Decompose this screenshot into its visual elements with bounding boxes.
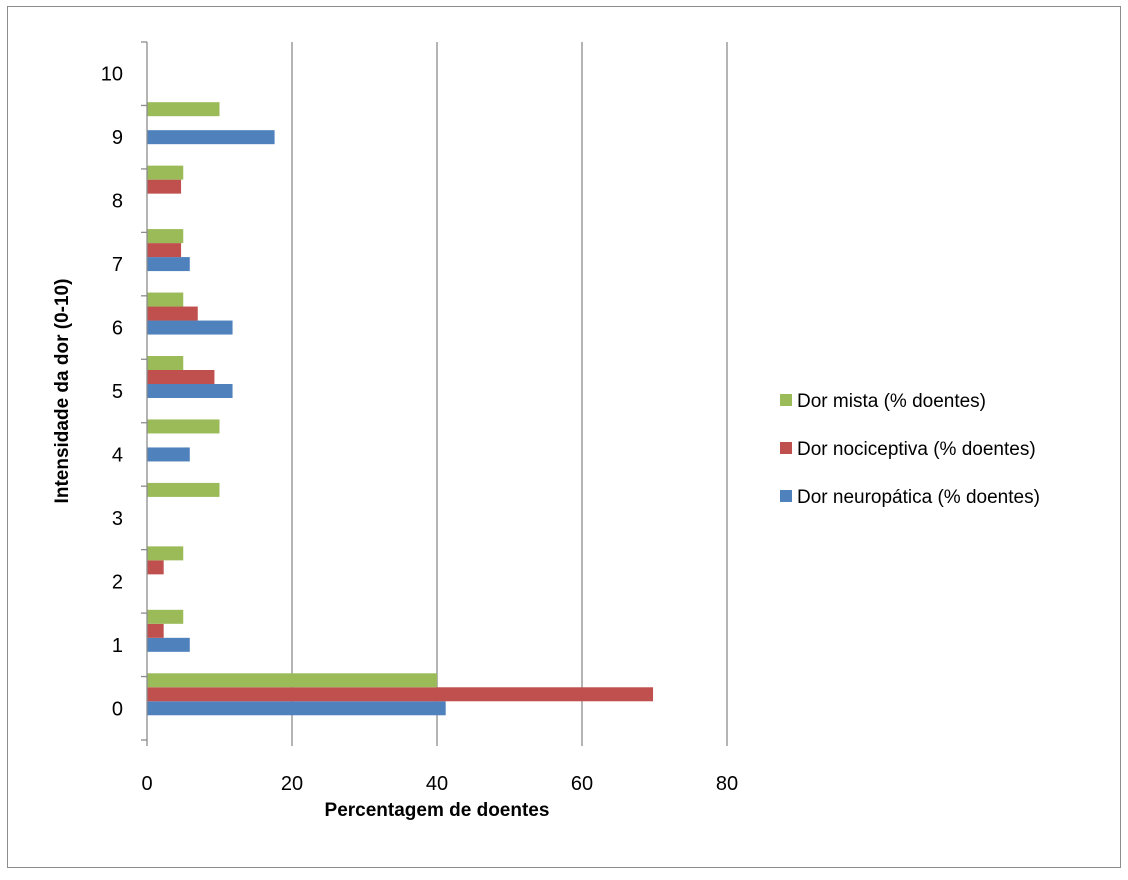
bar-Dor mista (% doentes) — [147, 356, 184, 370]
bar-Dor nociceptiva (% doentes) — [147, 306, 198, 321]
legend-swatch — [780, 442, 792, 454]
bar-Dor mista (% doentes) — [147, 292, 184, 307]
bar-Dor mista (% doentes) — [147, 102, 220, 117]
legend-swatch — [780, 394, 792, 406]
bar-Dor neuropática (% doentes) — [147, 447, 190, 462]
y-tick-label: 6 — [112, 318, 123, 340]
bar-Dor nociceptiva (% doentes) — [147, 560, 164, 575]
x-tick-label: 20 — [281, 773, 303, 795]
chart-border — [7, 6, 1121, 868]
bar-Dor neuropática (% doentes) — [147, 701, 446, 716]
x-tick-label: 40 — [426, 773, 448, 795]
legend: Dor mista (% doentes) Dor nociceptiva (% … — [780, 391, 1040, 508]
bar-Dor neuropática (% doentes) — [147, 130, 275, 145]
bar-Dor neuropática (% doentes) — [147, 257, 190, 272]
legend-label: Dor mista (% doentes) — [797, 391, 986, 412]
bar-Dor mista (% doentes) — [147, 419, 220, 434]
y-axis-title: Intensidade da dor (0-10) — [52, 279, 73, 504]
legend-label: Dor neuropática (% doentes) — [797, 487, 1040, 508]
bar-Dor mista (% doentes) — [147, 609, 184, 624]
y-tick-label: 10 — [101, 64, 123, 86]
x-axis-title: Percentagem de doentes — [325, 800, 550, 821]
bar-Dor mista (% doentes) — [147, 229, 184, 244]
y-tick-label: 7 — [112, 254, 123, 276]
y-tick-label: 0 — [112, 698, 123, 720]
bar-Dor neuropática (% doentes) — [147, 320, 233, 335]
x-tick-label: 60 — [571, 773, 593, 795]
bar-Dor nociceptiva (% doentes) — [147, 687, 654, 702]
bar-Dor mista (% doentes) — [147, 673, 437, 688]
bar-Dor neuropática (% doentes) — [147, 637, 190, 652]
bars — [147, 102, 654, 716]
gridlines — [291, 42, 728, 740]
y-tick-label: 2 — [112, 571, 123, 593]
y-tick-label: 3 — [112, 508, 123, 530]
x-tick-label: 0 — [141, 773, 152, 795]
y-tick-label: 9 — [112, 127, 123, 149]
bar-Dor neuropática (% doentes) — [147, 384, 233, 398]
x-tick-label: 80 — [716, 773, 738, 795]
axes — [141, 41, 728, 746]
y-tick-label: 4 — [112, 444, 123, 466]
y-tick-label: 1 — [112, 635, 123, 657]
tick-labels: 0 20 40 60 80 0 1 2 3 4 5 6 7 8 9 10 — [101, 64, 738, 795]
bar-Dor nociceptiva (% doentes) — [147, 243, 182, 258]
bar-Dor nociceptiva (% doentes) — [147, 623, 164, 638]
legend-label: Dor nociceptiva (% doentes) — [797, 439, 1036, 460]
bar-Dor mista (% doentes) — [147, 546, 184, 561]
bar-Dor nociceptiva (% doentes) — [147, 179, 182, 194]
bar-Dor mista (% doentes) — [147, 482, 220, 497]
legend-swatch — [780, 490, 792, 502]
y-tick-label: 5 — [112, 381, 123, 403]
bar-Dor mista (% doentes) — [147, 165, 184, 180]
y-tick-label: 8 — [112, 191, 123, 213]
bar-Dor nociceptiva (% doentes) — [147, 370, 215, 384]
